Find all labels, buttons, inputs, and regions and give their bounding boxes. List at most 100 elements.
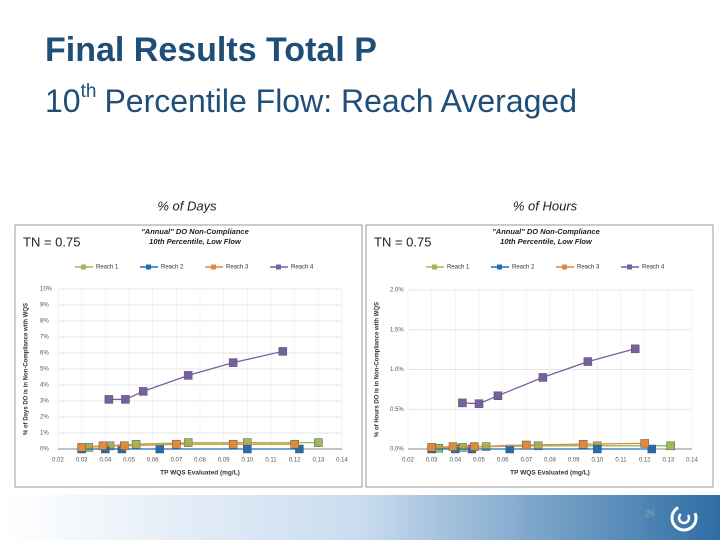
data-point bbox=[630, 344, 640, 354]
data-point bbox=[533, 441, 543, 451]
x-axis-label: TP WQS Evaluated (mg/L) bbox=[510, 470, 590, 477]
y-axis-label: % of Days DO is in Non-Compliance with W… bbox=[24, 303, 30, 435]
data-point bbox=[470, 442, 479, 451]
data-point bbox=[434, 443, 444, 453]
subtitle-number: 10 bbox=[45, 83, 81, 119]
legend-label: Reach 4 bbox=[291, 265, 314, 271]
data-point bbox=[427, 443, 436, 452]
x-tick-label: 0.09 bbox=[218, 458, 230, 464]
legend-label: Reach 2 bbox=[512, 265, 535, 271]
data-point bbox=[155, 444, 165, 454]
x-tick-label: 0.14 bbox=[336, 458, 348, 464]
data-point bbox=[228, 439, 238, 449]
data-point bbox=[583, 357, 593, 366]
x-tick-label: 0.08 bbox=[544, 458, 556, 464]
data-point bbox=[640, 439, 649, 448]
data-point bbox=[538, 373, 548, 382]
legend-label: Reach 4 bbox=[642, 265, 665, 271]
data-point bbox=[120, 441, 129, 451]
x-tick-label: 0.11 bbox=[265, 458, 277, 464]
x-tick-label: 0.14 bbox=[686, 458, 698, 464]
data-point bbox=[474, 399, 484, 408]
x-tick-label: 0.04 bbox=[99, 458, 111, 464]
x-tick-label: 0.07 bbox=[520, 458, 532, 464]
data-point bbox=[458, 398, 467, 408]
data-point bbox=[98, 441, 108, 451]
y-tick-label: 3% bbox=[40, 399, 49, 405]
data-point bbox=[666, 441, 675, 451]
data-point bbox=[314, 438, 323, 447]
legend-marker bbox=[146, 264, 151, 270]
data-point bbox=[522, 440, 531, 450]
chart-heading: % of Hours bbox=[513, 198, 578, 213]
x-tick-label: 0.06 bbox=[147, 458, 159, 464]
data-point bbox=[593, 444, 602, 454]
chart: % of Hours TN = 0.75 "Annual" DO Non-Compl… bbox=[365, 198, 714, 488]
legend-marker bbox=[81, 264, 86, 270]
x-tick-label: 0.03 bbox=[76, 458, 88, 464]
slide-subtitle: 10th Percentile Flow: Reach Averaged bbox=[45, 81, 577, 119]
subtitle-rest: Percentile Flow: Reach Averaged bbox=[104, 83, 577, 119]
data-point bbox=[77, 443, 86, 452]
data-point bbox=[448, 442, 458, 451]
chart-title: "Annual" DO Non-Compliance bbox=[141, 227, 249, 236]
data-point bbox=[228, 358, 238, 367]
chart-note: TN = 0.75 bbox=[374, 234, 431, 249]
x-tick-label: 0.11 bbox=[615, 458, 627, 464]
data-point bbox=[290, 439, 299, 449]
y-tick-label: 0% bbox=[40, 447, 49, 453]
data-point bbox=[183, 438, 193, 447]
data-point bbox=[131, 439, 141, 449]
data-point bbox=[183, 371, 193, 380]
legend-label: Reach 3 bbox=[577, 265, 600, 271]
data-point bbox=[243, 444, 252, 454]
legend-label: Reach 2 bbox=[161, 265, 184, 271]
x-tick-label: 0.02 bbox=[52, 458, 64, 464]
x-tick-label: 0.13 bbox=[312, 458, 324, 464]
legend-marker bbox=[497, 264, 502, 270]
data-point bbox=[172, 439, 181, 449]
y-axis-label: % of Hours DO is in Non-Compliance with … bbox=[375, 302, 381, 437]
data-point bbox=[493, 391, 503, 400]
slide-title: Final Results Total P bbox=[45, 31, 377, 69]
x-tick-label: 0.06 bbox=[497, 458, 509, 464]
x-tick-label: 0.04 bbox=[449, 458, 461, 464]
legend-marker bbox=[432, 264, 437, 270]
y-tick-label: 9% bbox=[40, 303, 49, 309]
data-point bbox=[647, 444, 657, 454]
legend-marker bbox=[562, 264, 567, 270]
data-point bbox=[121, 395, 130, 404]
y-tick-label: 1% bbox=[40, 431, 49, 437]
legend-marker bbox=[276, 264, 281, 270]
chart: % of Days TN = 0.75 "Annual" DO Non-Compli… bbox=[14, 198, 363, 488]
data-point bbox=[104, 395, 114, 404]
y-tick-label: 0.0% bbox=[390, 447, 404, 453]
x-tick-label: 0.13 bbox=[662, 458, 674, 464]
y-tick-label: 0.5% bbox=[390, 407, 404, 413]
y-tick-label: 10% bbox=[40, 287, 53, 293]
x-tick-label: 0.07 bbox=[170, 458, 182, 464]
page-number: 26 bbox=[645, 508, 655, 518]
x-tick-label: 0.02 bbox=[402, 458, 414, 464]
x-tick-label: 0.12 bbox=[639, 458, 651, 464]
x-tick-label: 0.03 bbox=[426, 458, 438, 464]
logo bbox=[670, 504, 698, 532]
y-tick-label: 8% bbox=[40, 319, 49, 325]
x-tick-label: 0.08 bbox=[194, 458, 206, 464]
x-tick-label: 0.12 bbox=[289, 458, 301, 464]
data-point bbox=[295, 444, 304, 454]
data-point bbox=[578, 439, 588, 449]
x-tick-label: 0.09 bbox=[568, 458, 580, 464]
legend-label: Reach 1 bbox=[447, 265, 470, 271]
y-tick-label: 2% bbox=[40, 415, 49, 421]
y-tick-label: 2.0% bbox=[390, 288, 404, 294]
data-point bbox=[458, 443, 467, 452]
y-tick-label: 7% bbox=[40, 335, 49, 341]
chart-heading: % of Days bbox=[157, 198, 217, 213]
chart-title: 10th Percentile, Low Flow bbox=[500, 237, 593, 246]
footer-bar bbox=[0, 495, 720, 540]
x-tick-label: 0.10 bbox=[241, 458, 253, 464]
y-tick-label: 6% bbox=[40, 351, 49, 357]
